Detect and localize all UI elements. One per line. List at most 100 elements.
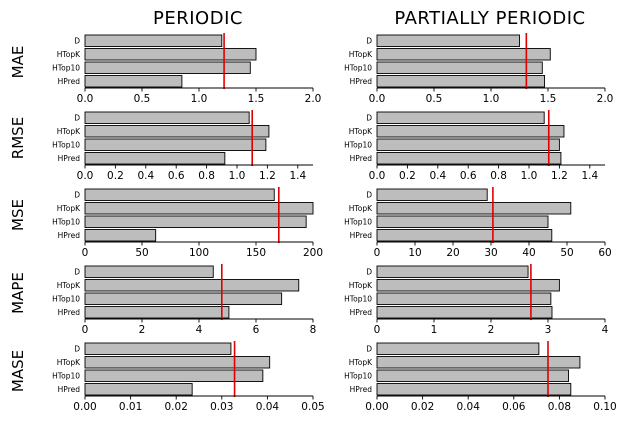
row-label-rmse: RMSE (9, 117, 27, 159)
x-tick-label: 1.5 (248, 93, 265, 105)
bar-d (376, 265, 529, 278)
bar-d (84, 265, 214, 278)
bar-htopk (376, 202, 572, 215)
bar-htop10 (84, 215, 307, 228)
x-tick-label: 0.02 (411, 401, 434, 413)
category-label: HTopK (57, 204, 81, 213)
category-label: HTop10 (52, 371, 80, 380)
x-tick-label: 0.5 (426, 93, 443, 105)
bar-hpred (376, 383, 572, 396)
category-label: HPred (350, 77, 373, 86)
bar-htopk (376, 48, 551, 61)
panel-mae-partially-periodic: D HTopK HTop10 HPred 0.0 0.5 1.0 1.5 2.0 (344, 33, 613, 105)
x-tick-label: 0.5 (134, 93, 151, 105)
row-label-mse: MSE (9, 199, 27, 231)
x-tick-label: 0.00 (73, 401, 96, 413)
category-label: D (74, 190, 80, 199)
x-tick-label: 0.06 (502, 401, 526, 413)
x-tick-label: 4 (196, 324, 203, 336)
x-tick-label: 0 (374, 247, 381, 259)
category-label: HTop10 (344, 140, 372, 149)
x-tick-label: 0 (82, 324, 89, 336)
x-tick-label: 2.0 (305, 93, 322, 105)
category-label: HTopK (349, 281, 373, 290)
x-tick-label: 1.2 (551, 170, 568, 182)
category-label: D (74, 113, 80, 122)
x-tick-label: 0.0 (77, 170, 94, 182)
bar-htop10 (376, 369, 569, 382)
bar-htopk (376, 356, 581, 369)
x-tick-label: 1.0 (191, 93, 208, 105)
x-tick-label: 0.8 (490, 170, 507, 182)
x-tick-label: 1.4 (289, 170, 306, 182)
x-tick-label: 0.03 (210, 401, 233, 413)
x-tick-label: 0 (82, 247, 89, 259)
bar-hpred (376, 152, 562, 165)
x-tick-label: 4 (602, 324, 609, 336)
x-tick-label: 1.2 (259, 170, 276, 182)
column-title-partially-periodic: PARTIALLY PERIODIC (394, 8, 585, 29)
category-label: D (366, 36, 372, 45)
bar-htop10 (84, 138, 267, 151)
bar-htop10 (84, 292, 283, 305)
bar-htop10 (376, 215, 549, 228)
x-tick-label: 40 (522, 247, 535, 259)
bar-htopk (84, 48, 257, 61)
bar-hpred (84, 306, 230, 319)
category-label: D (74, 267, 80, 276)
category-label: HTopK (349, 358, 373, 367)
category-label: HTop10 (344, 294, 372, 303)
x-tick-label: 0.04 (457, 401, 481, 413)
category-label: HPred (58, 308, 81, 317)
bar-d (84, 188, 275, 201)
row-label-mae: MAE (9, 46, 27, 79)
x-tick-label: 1.0 (483, 93, 500, 105)
x-tick-label: 1.0 (521, 170, 538, 182)
bar-hpred (376, 75, 546, 88)
panel-mase-partially-periodic: D HTopK HTop10 HPred 0.00 0.02 0.04 0.06 0.08 0.1… (344, 341, 617, 413)
category-label: HTop10 (52, 140, 80, 149)
x-tick-label: 0.04 (256, 401, 280, 413)
category-label: HTop10 (344, 63, 372, 72)
x-tick-label: 0 (374, 324, 381, 336)
x-tick-label: 3 (545, 324, 552, 336)
category-label: HTop10 (52, 294, 80, 303)
x-tick-label: 1.0 (229, 170, 246, 182)
x-tick-label: 2 (139, 324, 146, 336)
category-label: HTop10 (344, 371, 372, 380)
category-label: D (74, 36, 80, 45)
category-label: D (366, 344, 372, 353)
category-label: HTopK (57, 127, 81, 136)
bar-d (84, 342, 232, 355)
bar-htopk (84, 125, 270, 138)
category-label: D (366, 267, 372, 276)
x-tick-label: 0.6 (460, 170, 477, 182)
x-tick-label: 0.05 (301, 401, 324, 413)
category-label: HPred (350, 154, 373, 163)
x-tick-label: 0.0 (77, 93, 94, 105)
x-tick-label: 60 (598, 247, 611, 259)
panel-rmse-periodic: D HTopK HTop10 HPred 0.0 0.2 0.4 0.6 0.8 1.0 1.2 1.… (52, 110, 313, 182)
category-label: HTopK (57, 50, 81, 59)
category-label: HTopK (57, 358, 81, 367)
category-label: HTopK (349, 127, 373, 136)
x-tick-label: 0.00 (365, 401, 388, 413)
x-tick-label: 0.01 (119, 401, 142, 413)
x-tick-label: 2 (488, 324, 495, 336)
bar-d (376, 188, 488, 201)
row-label-mape: MAPE (9, 272, 27, 314)
panel-mase-periodic: D HTopK HTop10 HPred 0.00 0.01 0.02 0.03 0.04 0.0… (52, 341, 325, 413)
x-tick-label: 200 (303, 247, 323, 259)
row-label-mase: MASE (9, 350, 27, 392)
category-label: HTop10 (52, 217, 80, 226)
category-label: HPred (58, 154, 81, 163)
category-label: D (366, 190, 372, 199)
bar-d (376, 342, 540, 355)
x-tick-label: 50 (135, 247, 148, 259)
